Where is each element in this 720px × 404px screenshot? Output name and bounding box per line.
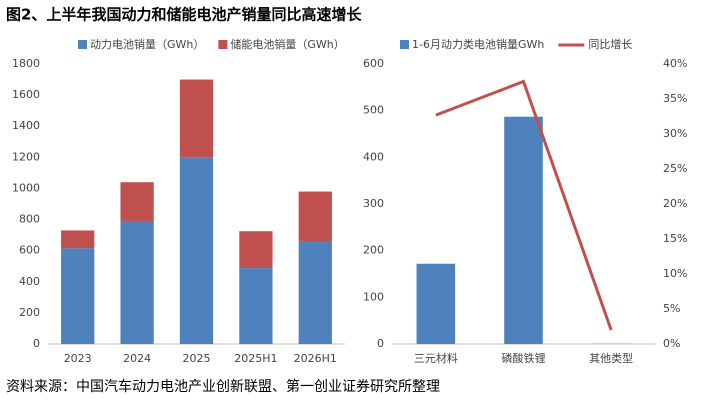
y-tick-label: 1400 bbox=[12, 119, 40, 132]
bar-segment bbox=[239, 231, 273, 269]
legend-label: 1-6月动力类电池销量GWh bbox=[412, 37, 544, 51]
x-tick-label: 2025 bbox=[183, 352, 211, 365]
y-tick-label: 0 bbox=[33, 337, 40, 350]
y2-tick-label: 15% bbox=[663, 232, 687, 245]
legend-label: 动力电池销量（GWh） bbox=[90, 37, 204, 51]
legend-swatch bbox=[218, 40, 228, 49]
x-tick-label: 磷酸铁锂 bbox=[502, 351, 546, 365]
y2-tick-label: 10% bbox=[663, 267, 687, 280]
legend-label: 同比增长 bbox=[588, 37, 632, 51]
bar-segment bbox=[120, 220, 154, 344]
y-tick-label: 100 bbox=[363, 290, 384, 303]
x-tick-label: 2024 bbox=[123, 352, 151, 365]
y-tick-label: 400 bbox=[19, 275, 40, 288]
bar-segment bbox=[298, 241, 332, 344]
y2-tick-label: 0% bbox=[663, 337, 680, 350]
x-tick-label: 2026H1 bbox=[294, 352, 337, 365]
bar-segment bbox=[298, 191, 332, 242]
source-note: 资料来源：中国汽车动力电池产业创新联盟、第一创业证券研究所整理 bbox=[6, 378, 440, 395]
x-tick-label: 2023 bbox=[64, 352, 92, 365]
bar bbox=[504, 116, 543, 344]
bar-segment bbox=[61, 230, 95, 249]
y-tick-label: 1200 bbox=[12, 150, 40, 163]
y2-tick-label: 30% bbox=[663, 127, 687, 140]
x-tick-label: 三元材料 bbox=[414, 351, 458, 365]
y2-tick-label: 25% bbox=[663, 162, 687, 175]
legend-label: 储能电池销量（GWh） bbox=[230, 37, 344, 51]
page-title: 图2、上半年我国动力和储能电池产销量同比高速增长 bbox=[6, 6, 362, 24]
bar-segment bbox=[239, 268, 273, 344]
bar-segment bbox=[179, 157, 214, 344]
y2-tick-label: 40% bbox=[663, 57, 687, 70]
y-tick-label: 800 bbox=[19, 213, 40, 226]
y-tick-label: 1600 bbox=[12, 88, 40, 101]
x-tick-label: 2025H1 bbox=[234, 352, 277, 365]
line-series bbox=[435, 79, 613, 331]
y-tick-label: 1000 bbox=[12, 181, 40, 194]
y2-tick-label: 20% bbox=[663, 197, 687, 210]
y-tick-label: 400 bbox=[363, 150, 384, 163]
bar-segment bbox=[120, 182, 154, 221]
y-tick-label: 600 bbox=[363, 57, 384, 70]
y-tick-label: 0 bbox=[377, 337, 384, 350]
y-tick-label: 300 bbox=[363, 197, 384, 210]
bar bbox=[416, 263, 456, 344]
x-tick-label: 其他类型 bbox=[589, 351, 633, 365]
bar-segment bbox=[179, 79, 214, 158]
bar-segment bbox=[61, 248, 95, 344]
y-tick-label: 1800 bbox=[12, 57, 40, 70]
y-tick-label: 500 bbox=[363, 104, 384, 117]
y-tick-label: 200 bbox=[19, 306, 40, 319]
y2-tick-label: 5% bbox=[663, 302, 680, 315]
y-tick-label: 600 bbox=[19, 244, 40, 257]
y-tick-label: 200 bbox=[363, 244, 384, 257]
legend-swatch bbox=[78, 40, 87, 49]
legend-swatch bbox=[400, 40, 409, 49]
y2-tick-label: 35% bbox=[663, 92, 687, 105]
